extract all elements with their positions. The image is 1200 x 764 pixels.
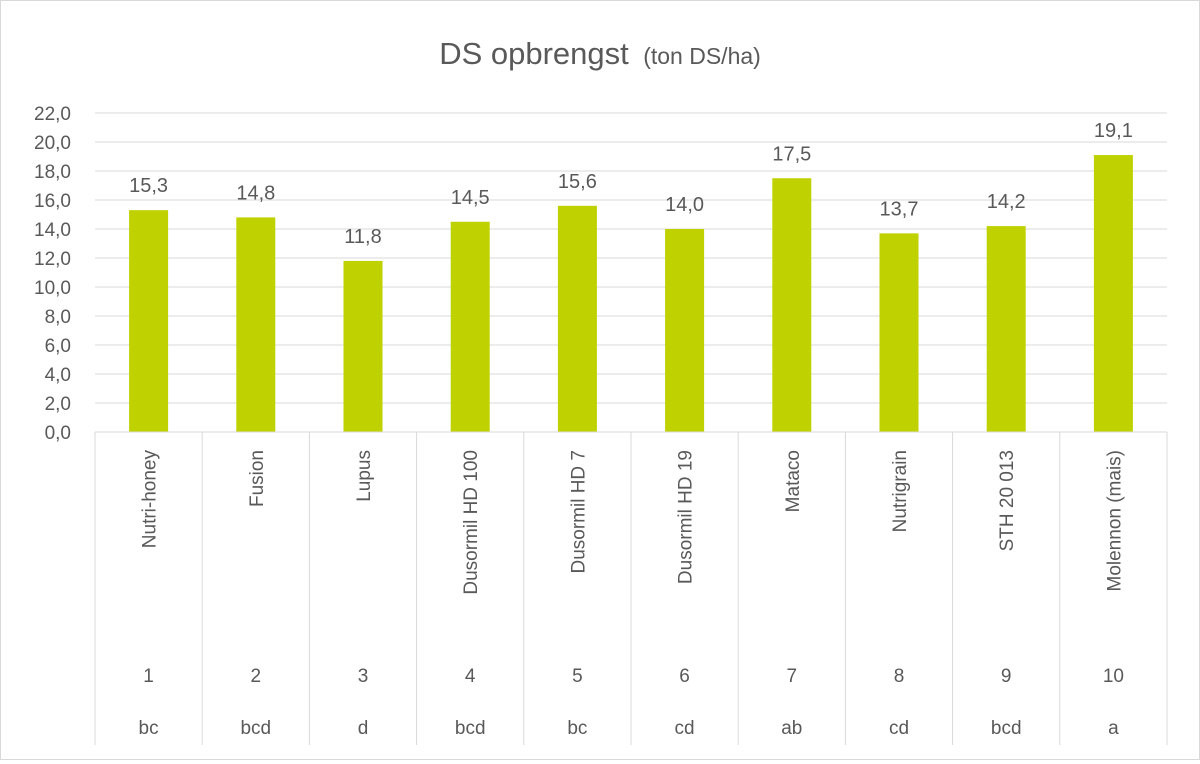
category-number: 9 [1001, 666, 1012, 687]
bar [236, 217, 276, 432]
y-tick-label: 6,0 [45, 336, 71, 357]
category-label: Nutri-honey [140, 450, 161, 549]
category-label: Lupus [354, 450, 375, 502]
data-label: 13,7 [880, 198, 919, 220]
category-number: 10 [1103, 666, 1124, 687]
bar [772, 178, 812, 432]
data-label: 15,6 [558, 171, 597, 193]
bar [343, 260, 383, 432]
y-tick-label: 0,0 [45, 423, 71, 444]
significance-group: d [358, 718, 369, 739]
data-label: 11,8 [344, 226, 381, 248]
data-label: 17,5 [772, 143, 811, 165]
chart-title-main: DS opbrengst [439, 36, 629, 71]
category-label: Molennon (mais) [1104, 450, 1125, 592]
category-label: Mataco [783, 450, 804, 512]
category-number: 3 [358, 666, 369, 687]
category-number: 7 [787, 666, 798, 687]
significance-group: bcd [991, 718, 1022, 739]
y-tick-label: 22,0 [34, 104, 71, 125]
bar [129, 210, 169, 432]
bar [557, 205, 597, 432]
category-number: 4 [465, 666, 476, 687]
category-label: STH 20 013 [997, 450, 1018, 551]
data-label: 19,1 [1094, 120, 1133, 142]
category-number: 1 [143, 666, 154, 687]
category-label: Fusion [247, 450, 268, 507]
category-number: 5 [572, 666, 583, 687]
y-tick-label: 10,0 [34, 278, 71, 299]
category-number: 2 [251, 666, 262, 687]
significance-group: bc [139, 718, 159, 739]
chart-title: DS opbrengst (ton DS/ha) [439, 36, 761, 71]
significance-group: bc [567, 718, 587, 739]
significance-group: a [1108, 718, 1119, 739]
y-tick-label: 12,0 [34, 249, 71, 270]
data-label: 14,0 [665, 194, 704, 216]
chart-title-subtitle: (ton DS/ha) [643, 43, 761, 69]
category-label: Nutrigrain [890, 450, 911, 532]
y-tick-label: 14,0 [34, 220, 71, 241]
significance-group: bcd [455, 718, 486, 739]
significance-group: ab [781, 718, 802, 739]
y-tick-label: 8,0 [45, 307, 71, 328]
y-tick-label: 2,0 [45, 394, 71, 415]
y-tick-label: 18,0 [34, 162, 71, 183]
category-label: Dusormil HD 19 [676, 450, 697, 584]
data-label: 14,2 [987, 191, 1026, 213]
category-number: 6 [679, 666, 690, 687]
bar [665, 229, 705, 432]
data-label: 14,5 [451, 187, 490, 209]
bars [129, 155, 1133, 433]
category-label: Dusormil HD 100 [461, 450, 482, 595]
significance-group: bcd [240, 718, 271, 739]
bar [879, 233, 919, 432]
y-tick-label: 20,0 [34, 133, 71, 154]
category-axis: Nutri-honey 1 bc Fusion 2 bcd Lupus 3 d Dusormil … [94, 431, 1168, 745]
y-axis: 0,0 2,0 4,0 6,0 8,0 10,0 12,0 14,0 16,0 18,0 20,0 2… [34, 104, 71, 444]
significance-group: cd [675, 718, 695, 739]
y-tick-label: 16,0 [34, 191, 71, 212]
data-labels: 15,3 14,8 11,8 14,5 15,6 14,0 17,5 13,7 14,2 19,1 [129, 120, 1133, 248]
y-tick-label: 4,0 [45, 365, 71, 386]
bar [986, 226, 1026, 432]
bar [1093, 155, 1133, 433]
data-label: 15,3 [129, 175, 168, 197]
category-label: Dusormil HD 7 [568, 450, 589, 574]
data-label: 14,8 [236, 182, 275, 204]
category-number: 8 [894, 666, 905, 687]
significance-group: cd [889, 718, 909, 739]
bar [450, 221, 490, 432]
